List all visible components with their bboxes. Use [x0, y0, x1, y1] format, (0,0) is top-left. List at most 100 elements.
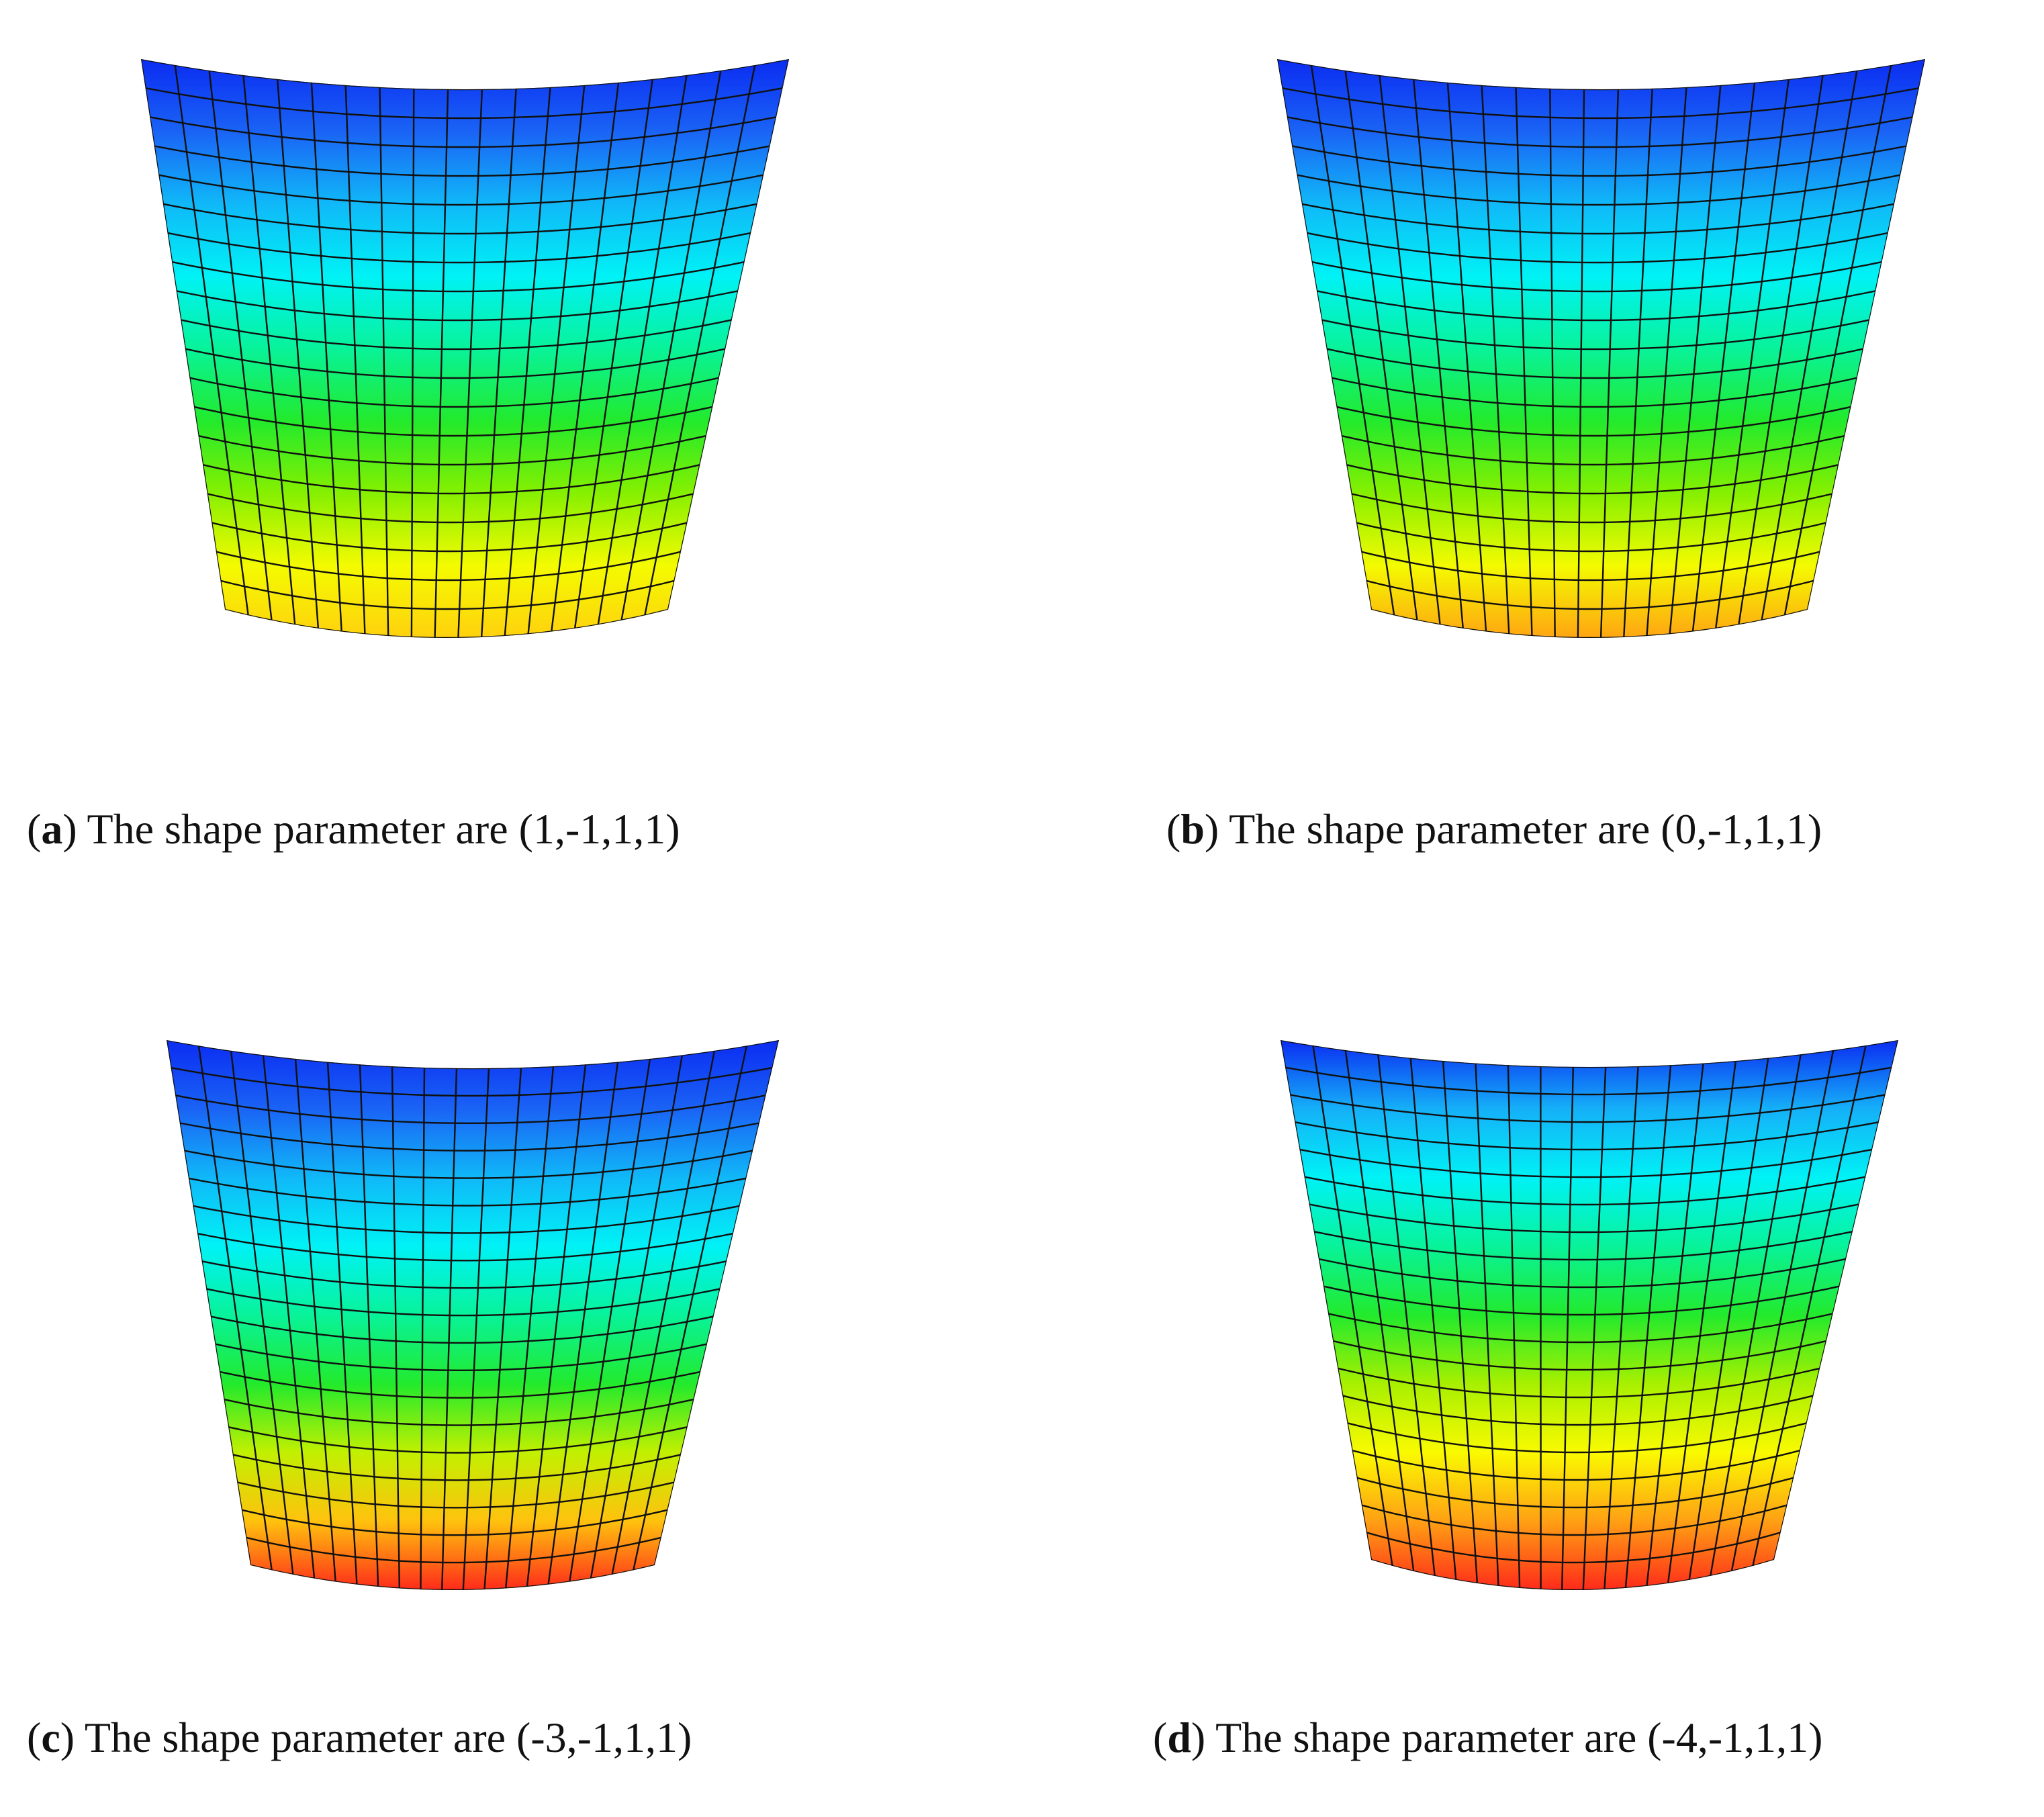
- mesh-row-line: [1316, 290, 1876, 322]
- mesh-column-line: [1310, 64, 1395, 616]
- mesh-row-line: [188, 1177, 747, 1207]
- caption-b: (b) The shape parameter are (0,-1,1,1): [1166, 805, 1822, 853]
- mesh-column-line: [1624, 1065, 1672, 1589]
- mesh-column-line: [262, 1055, 316, 1579]
- mesh-column-line: [1413, 79, 1464, 629]
- mesh-column-line: [1409, 1058, 1457, 1581]
- mesh-column-line: [326, 1062, 358, 1585]
- caption-label-c: c: [41, 1714, 60, 1761]
- mesh-column-line: [547, 1062, 619, 1585]
- mesh-column-line: [1669, 85, 1722, 635]
- mesh-column-line: [294, 1058, 336, 1582]
- mesh-column-line: [167, 1040, 252, 1566]
- mesh-column-line: [174, 64, 249, 616]
- mesh-column-line: [379, 87, 389, 637]
- mesh-row-line: [1338, 1367, 1820, 1399]
- mesh-column-line: [644, 64, 756, 616]
- caption-text-a: The shape parameter are (1,-1,1,1): [77, 805, 680, 853]
- caption-d: (d) The shape parameter are (-4,-1,1,1): [1153, 1714, 1823, 1761]
- mesh-column-line: [1507, 1065, 1521, 1588]
- mesh-column-line: [230, 1050, 294, 1575]
- mesh-column-line: [611, 1050, 716, 1575]
- caption-text-b: The shape parameter are (0,-1,1,1): [1219, 805, 1822, 853]
- mesh-column-line: [1783, 64, 1892, 616]
- mesh-row-line: [1366, 1532, 1781, 1564]
- mesh-column-line: [1312, 1045, 1393, 1567]
- mesh-row-line: [189, 377, 720, 408]
- mesh-surface-b: [1277, 59, 1925, 638]
- caption-label-b: b: [1180, 805, 1205, 853]
- mesh-row-line: [1371, 608, 1808, 638]
- mesh-column-line: [667, 59, 789, 610]
- mesh-column-line: [505, 1066, 555, 1589]
- mesh-column-line: [1344, 70, 1418, 620]
- mesh-row-line: [219, 1370, 701, 1399]
- mesh-grid-a: [141, 59, 789, 638]
- mesh-row-line: [171, 1067, 773, 1097]
- mesh-column-line: [141, 59, 226, 610]
- mesh-column-line: [410, 88, 415, 638]
- subfigure-b: (b) The shape parameter are (0,-1,1,1): [1022, 0, 2044, 908]
- mesh-row-line: [1332, 1340, 1827, 1371]
- mesh-row-line: [1318, 1258, 1847, 1289]
- mesh-row-line: [197, 1232, 734, 1262]
- mesh-row-line: [1285, 1066, 1892, 1096]
- mesh-column-line: [1549, 88, 1556, 638]
- mesh-column-line: [1515, 87, 1533, 637]
- mesh-column-line: [1604, 1066, 1639, 1589]
- mesh-column-line: [633, 1045, 748, 1571]
- mesh-column-line: [480, 88, 517, 638]
- mesh-row-line: [1287, 116, 1913, 148]
- mesh-row-line: [1306, 232, 1888, 264]
- mesh-row-line: [1342, 1395, 1814, 1426]
- mesh-column-line: [1752, 1045, 1867, 1567]
- mesh-row-line: [220, 579, 675, 610]
- mesh-row-line: [1301, 203, 1895, 235]
- mesh-column-line: [1599, 89, 1620, 638]
- subfigure-a: (a) The shape parameter are (1,-1,1,1): [0, 0, 1022, 908]
- mesh-row-line: [1336, 406, 1851, 437]
- mesh-row-line: [1331, 377, 1857, 408]
- mesh-row-line: [193, 406, 713, 437]
- mesh-row-line: [1351, 493, 1833, 524]
- mesh-column-line: [1646, 1063, 1704, 1587]
- mesh-row-line: [184, 1150, 753, 1179]
- mesh-row-line: [198, 434, 707, 466]
- mesh-row-line: [1311, 261, 1882, 293]
- mesh-row-line: [228, 1426, 688, 1454]
- mesh-column-line: [1715, 79, 1790, 629]
- mesh-row-line: [154, 145, 770, 177]
- mesh-column-line: [1481, 85, 1510, 635]
- mesh-row-line: [1366, 579, 1814, 610]
- mesh-column-line: [1730, 1050, 1834, 1572]
- mesh-row-line: [1321, 319, 1870, 351]
- mesh-column-line: [1691, 82, 1756, 632]
- mesh-surface-a: [141, 59, 789, 638]
- mesh-row-line: [149, 116, 777, 148]
- mesh-column-line: [1688, 1058, 1769, 1581]
- mesh-row-line: [1356, 522, 1826, 553]
- mesh-column-line: [1377, 1054, 1436, 1577]
- mesh-row-line: [1356, 1477, 1794, 1509]
- mesh-row-line: [171, 261, 745, 293]
- mesh-row-line: [210, 1315, 714, 1344]
- mesh-row-line: [162, 203, 757, 235]
- mesh-row-line: [167, 232, 751, 264]
- mesh-row-line: [185, 348, 726, 379]
- mesh-column-line: [457, 89, 483, 638]
- mesh-row-line: [1282, 87, 1920, 120]
- mesh-column-line: [197, 1045, 273, 1571]
- mesh-row-line: [1361, 551, 1820, 581]
- mesh-row-line: [212, 522, 688, 553]
- mesh-row-line: [1304, 1176, 1866, 1206]
- mesh-row-line: [201, 1260, 727, 1289]
- mesh-column-line: [569, 1058, 651, 1582]
- mesh-row-line: [158, 174, 764, 206]
- caption-label-d: d: [1167, 1714, 1191, 1761]
- mesh-column-line: [1710, 1054, 1802, 1577]
- mesh-row-line: [1346, 464, 1839, 495]
- mesh-grid-d: [1281, 1040, 1898, 1590]
- mesh-grid-b: [1277, 59, 1925, 638]
- mesh-row-line: [1361, 1504, 1787, 1536]
- mesh-column-line: [1667, 1060, 1737, 1584]
